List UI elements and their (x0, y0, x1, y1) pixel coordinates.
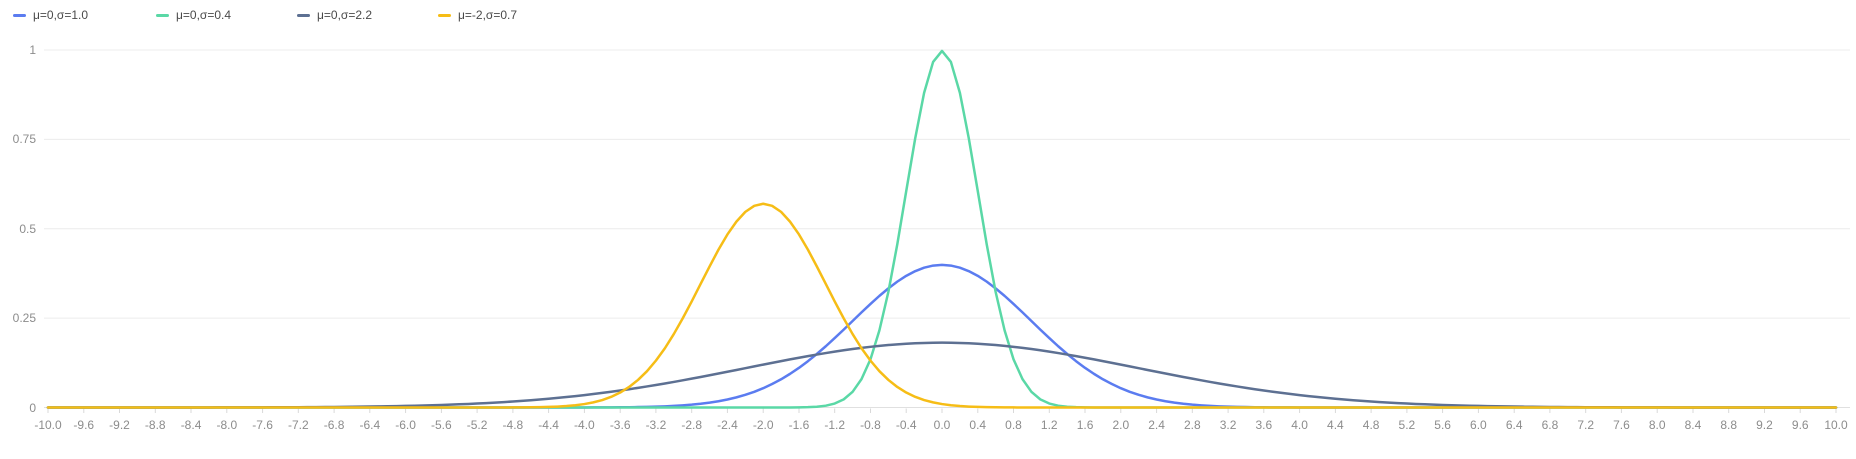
x-tick-label: -5.2 (466, 418, 488, 432)
x-tick-label: 6.8 (1541, 418, 1559, 432)
x-tick-label: -8.0 (216, 418, 238, 432)
x-tick-label: -5.6 (431, 418, 452, 432)
x-tick-label: -8.4 (180, 418, 202, 432)
x-tick-label: -2.0 (752, 418, 774, 432)
x-tick-label: 3.2 (1219, 418, 1237, 432)
legend-line-marker (438, 14, 451, 17)
x-tick-label: -4.0 (574, 418, 595, 432)
x-tick-label: 8.8 (1720, 418, 1738, 432)
x-tick-label: 4.0 (1291, 418, 1308, 432)
legend-label: μ=0,σ=2.2 (317, 8, 373, 22)
x-tick-label: -7.2 (287, 418, 309, 432)
x-tick-label: -3.2 (645, 418, 667, 432)
x-tick-label: 8.4 (1684, 418, 1702, 432)
x-tick-label: -0.8 (860, 418, 881, 432)
x-tick-label: -6.8 (323, 418, 345, 432)
x-tick-label: 0.8 (1005, 418, 1022, 432)
x-tick-label: 7.2 (1577, 418, 1595, 432)
x-tick-label: 1.6 (1076, 418, 1094, 432)
x-tick-label: -9.2 (109, 418, 130, 432)
x-tick-label: -2.4 (717, 418, 738, 432)
y-tick-label: 0.75 (12, 132, 36, 147)
x-tick-label: 2.0 (1112, 418, 1130, 432)
x-tick-label: 0.4 (969, 418, 987, 432)
x-tick-label: 6.4 (1505, 418, 1523, 432)
y-tick-label: 0.5 (19, 221, 36, 236)
legend-label: μ=0,σ=0.4 (176, 8, 232, 22)
x-tick-label: -4.4 (538, 418, 559, 432)
x-tick-label: -3.6 (609, 418, 631, 432)
legend-line-marker (156, 14, 169, 17)
x-tick-label: 4.4 (1327, 418, 1344, 432)
x-tick-label: 0.0 (933, 418, 951, 432)
legend-item-2[interactable]: μ=0,σ=2.2 (297, 7, 372, 24)
x-tick-label: 9.2 (1756, 418, 1773, 432)
x-tick-label: -0.4 (895, 418, 917, 432)
x-tick-label: -1.2 (824, 418, 846, 432)
x-tick-label: 6.0 (1470, 418, 1487, 432)
x-tick-label: -6.4 (359, 418, 381, 432)
series-line-2[interactable] (46, 341, 1838, 409)
legend-line-marker (13, 14, 26, 17)
x-tick-label: -2.8 (681, 418, 703, 432)
legend: μ=0,σ=1.0 μ=0,σ=0.4 μ=0,σ=2.2 μ=-2,σ=0.7 (0, 0, 1856, 30)
x-tick-label: 9.6 (1791, 418, 1809, 432)
legend-label: μ=-2,σ=0.7 (458, 8, 518, 22)
legend-item-0[interactable]: μ=0,σ=1.0 (13, 7, 88, 24)
x-tick-label: 1.2 (1040, 418, 1058, 432)
x-tick-label: 7.6 (1613, 418, 1630, 432)
legend-item-3[interactable]: μ=-2,σ=0.7 (438, 7, 517, 24)
x-tick-label: 4.8 (1362, 418, 1380, 432)
x-tick-label: 10.0 (1824, 418, 1848, 432)
x-tick-label: -7.6 (252, 418, 273, 432)
legend-label: μ=0,σ=1.0 (33, 8, 89, 22)
y-tick-label: 1 (29, 43, 36, 57)
series-line-3[interactable] (46, 202, 1838, 409)
x-tick-label: 8.0 (1648, 418, 1666, 432)
x-tick-label: -10.0 (34, 418, 62, 432)
legend-line-marker (297, 14, 310, 17)
legend-item-1[interactable]: μ=0,σ=0.4 (156, 7, 231, 24)
x-tick-label: -8.8 (144, 418, 166, 432)
x-tick-label: 2.8 (1183, 418, 1201, 432)
y-tick-label: 0.25 (12, 311, 36, 326)
x-tick-label: 3.6 (1255, 418, 1273, 432)
x-tick-label: -4.8 (502, 418, 524, 432)
x-tick-label: -9.6 (73, 418, 95, 432)
series-line-0[interactable] (46, 263, 1838, 409)
x-tick-label: -6.0 (395, 418, 416, 432)
x-tick-label: -1.6 (788, 418, 810, 432)
y-tick-label: 0 (29, 400, 36, 415)
x-tick-label: 2.4 (1148, 418, 1165, 432)
x-tick-label: 5.6 (1434, 418, 1451, 432)
x-tick-label: 5.2 (1398, 418, 1416, 432)
